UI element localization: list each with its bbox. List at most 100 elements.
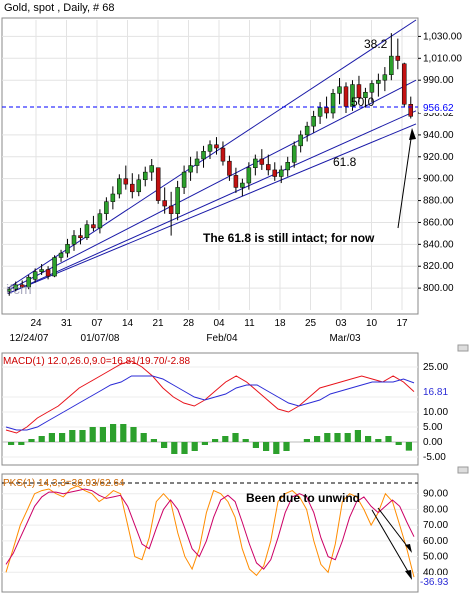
macd-hist-bar [232, 433, 239, 442]
annotation-arrowhead [409, 128, 416, 140]
candle-body [136, 179, 142, 193]
candle-body [324, 107, 329, 114]
candle-body [402, 63, 407, 105]
macd-hist-bar [303, 439, 310, 442]
x-day-label: 25 [305, 318, 317, 329]
macd-y-tick-label: -5.00 [423, 452, 446, 463]
macd-hist-bar [161, 442, 168, 448]
candle-body [259, 158, 265, 165]
macd-panel-handle[interactable] [457, 344, 469, 352]
candle-body [304, 125, 310, 136]
candle-body [97, 213, 103, 229]
macd-hist-bar [79, 430, 86, 442]
candle-body [45, 269, 51, 277]
candle-body [240, 182, 245, 188]
macd-hist-bar [283, 442, 290, 451]
price-y-tick-label: 940.00 [423, 130, 454, 141]
stoch-annotation: Been due to unwind [246, 491, 360, 505]
candle-body [246, 167, 252, 184]
x-day-label: 21 [152, 318, 164, 329]
candle-body [155, 167, 161, 201]
macd-hist-bar [140, 433, 147, 442]
macd-hist-bar [242, 439, 249, 442]
macd-hist-bar [405, 442, 412, 451]
price-y-tick-label: 900.00 [423, 174, 454, 185]
price-y-tick-label: 820.00 [423, 261, 454, 272]
price-y-tick-label: 956.62 [423, 108, 454, 119]
x-day-label: 24 [30, 318, 42, 329]
stoch-y-tick-label: 90.00 [423, 489, 448, 500]
stoch-y-tick-label: 70.00 [423, 520, 448, 531]
candle-body [311, 116, 316, 127]
x-day-label: 03 [335, 318, 347, 329]
candle-body [65, 244, 70, 254]
candle-body [19, 284, 25, 288]
candle-body [58, 252, 64, 258]
stoch-series-line [5, 485, 415, 578]
price-panel-frame [1, 17, 419, 315]
price-y-tick-label: 860.00 [423, 217, 454, 228]
stoch-lines [5, 485, 415, 578]
candle-body [408, 104, 414, 117]
macd-hist-bar [354, 430, 361, 442]
macd-hist-bar [38, 436, 45, 442]
macd-y-axis: 25.00 10.00 5.00 0.00 -5.00 [423, 362, 448, 463]
macd-hist-bar [252, 442, 259, 448]
price-y-tick-label: 880.00 [423, 196, 454, 207]
candle-body [395, 55, 401, 61]
last-price-marker [419, 101, 461, 113]
x-day-label: 31 [61, 318, 73, 329]
price-x-axis: 24 31 07 14 21 28 04 11 18 25 03 10 17 12/24/07 01/07/… [10, 318, 408, 344]
price-chart-title: Gold, spot , Daily, # 68 [4, 2, 114, 14]
candle-body [369, 83, 375, 93]
macd-hist-bar [273, 442, 280, 454]
macd-hist-bar [150, 439, 157, 442]
macd-hist-bar [334, 433, 341, 442]
candle-body [168, 205, 174, 214]
macd-series-line [5, 360, 415, 434]
macd-y-tick-label: 0.00 [423, 437, 443, 448]
candle-body [91, 224, 96, 229]
macd-hist-bar [69, 430, 76, 442]
last-price-label: 956.62 [423, 103, 454, 114]
macd-hist-bar [171, 442, 178, 454]
macd-histogram [8, 424, 412, 454]
candle-body [298, 134, 303, 147]
stoch-panel-handle[interactable] [457, 466, 469, 474]
candle-body [330, 93, 336, 114]
macd-y-tick-label: 5.00 [423, 422, 443, 433]
x-day-label: 04 [213, 318, 225, 329]
candle-body [272, 169, 278, 177]
candle-body [188, 165, 193, 173]
macd-hist-bar [181, 442, 188, 454]
fan-label-38: 38.2 [364, 37, 388, 51]
candle-body [207, 144, 213, 152]
x-date-label: 01/07/08 [81, 333, 120, 344]
macd-hist-bar [110, 424, 117, 442]
price-y-axis: 800.00 820.00 840.00 860.00 880.00 900.00 920.… [418, 31, 462, 294]
x-day-label: 18 [274, 318, 286, 329]
stoch-y-axis: 90.00 80.00 70.00 60.00 50.00 40.00 [423, 489, 448, 579]
macd-title: MACD(1) 12.0,26.0,9.0=16.81/19.70/-2.88 [3, 356, 191, 367]
macd-value-marker [419, 385, 459, 397]
price-y-tick-label: 1,030.00 [423, 31, 462, 42]
candle-body [363, 91, 368, 98]
candle-body [130, 183, 135, 193]
price-grid [2, 20, 418, 310]
price-y-tick-label: 840.00 [423, 239, 454, 250]
x-date-label: 12/24/07 [10, 333, 49, 344]
macd-hist-bar [314, 436, 321, 442]
stoch-y-tick-label: 80.00 [423, 504, 448, 515]
candle-body [32, 271, 38, 280]
macd-hist-bar [130, 427, 137, 442]
candle-body [78, 235, 83, 239]
stoch-y-tick-label: 50.00 [423, 552, 448, 563]
candle-body [220, 147, 226, 162]
stoch-y-tick-label: 40.00 [423, 567, 448, 578]
fan-label-61: 61.8 [333, 155, 357, 169]
price-y-tick-label: 800.00 [423, 283, 454, 294]
price-y-tick-label: 1,010.00 [423, 53, 462, 64]
price-candles [6, 33, 414, 296]
candle-body [175, 187, 180, 214]
